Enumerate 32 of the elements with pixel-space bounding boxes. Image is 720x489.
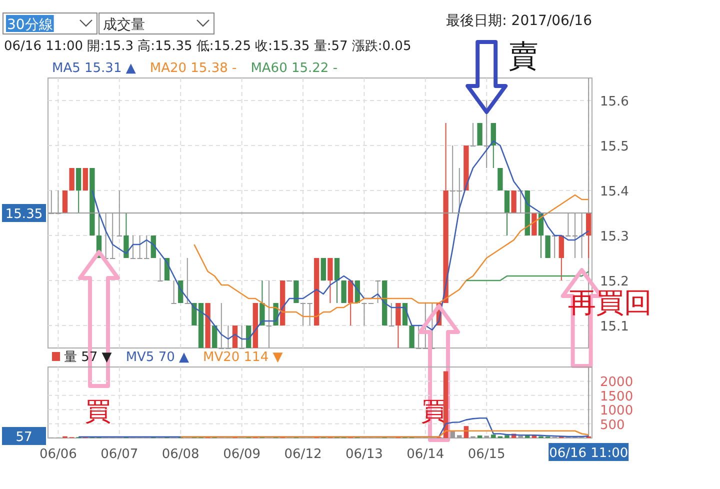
y-tick-label: 2000 bbox=[600, 375, 634, 390]
ref-line-label: 15.35 bbox=[5, 207, 43, 222]
legend-label: 量 57 ▼ bbox=[64, 350, 112, 365]
x-tick-label: 06/07 bbox=[100, 447, 138, 462]
y-tick-label: 15.3 bbox=[600, 230, 629, 244]
text: MA5 15.31 ▲ bbox=[52, 61, 136, 76]
chart-title: 最後日期: 2017/06/16 bbox=[446, 13, 592, 29]
text: 57 bbox=[16, 430, 32, 445]
text: MV5 70 ▲ bbox=[126, 350, 189, 365]
text: 30分線 bbox=[7, 17, 53, 33]
text: MV20 114 ▼ bbox=[203, 350, 283, 365]
y-tick-label: 1000 bbox=[600, 404, 634, 419]
y-tick-label: 15.6 bbox=[600, 94, 629, 110]
text: MA60 15.22 - bbox=[250, 61, 338, 76]
annotation: 買 bbox=[85, 397, 111, 427]
x-tick-label: 06/09 bbox=[223, 447, 261, 462]
y-tick-label: 500 bbox=[600, 418, 625, 433]
x-tick-label: 06/06 bbox=[39, 447, 77, 462]
x-tick-label: 06/16 11:00 bbox=[549, 446, 628, 461]
y-tick-label: 1500 bbox=[600, 389, 634, 404]
text: 賣 bbox=[508, 39, 539, 74]
x-tick-label: 06/13 bbox=[345, 447, 383, 462]
x-tick-label: 06/12 bbox=[284, 447, 322, 462]
y-tick-label: 15.4 bbox=[600, 184, 629, 200]
text: MA20 15.38 - bbox=[150, 61, 237, 76]
y-tick-label: 15.1 bbox=[600, 320, 629, 334]
y-tick-label: 15.5 bbox=[600, 140, 629, 154]
x-tick-label: 06/14 bbox=[406, 447, 444, 462]
chart-subtitle: 06/16 11:00 開:15.3 高:15.35 低:15.25 收:15.35 量:57 漲跌:0.05 bbox=[4, 38, 412, 54]
text: 成交量 bbox=[103, 17, 145, 33]
x-tick-label: 06/15 bbox=[468, 447, 506, 462]
x-tick-label: 06/08 bbox=[162, 447, 200, 462]
